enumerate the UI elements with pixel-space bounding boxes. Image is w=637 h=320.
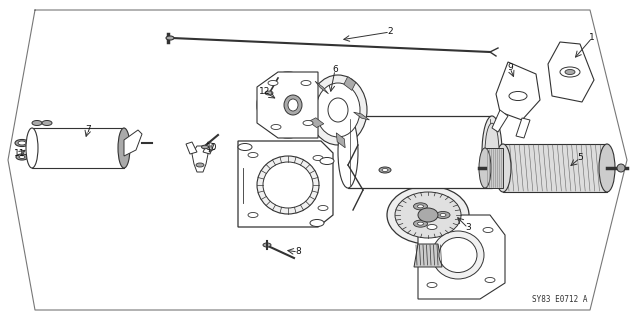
Ellipse shape — [257, 156, 319, 214]
Circle shape — [248, 153, 258, 157]
Polygon shape — [354, 112, 369, 120]
Polygon shape — [186, 142, 197, 154]
Polygon shape — [516, 118, 530, 138]
Polygon shape — [257, 72, 318, 138]
Ellipse shape — [338, 116, 358, 188]
Circle shape — [379, 167, 391, 173]
Ellipse shape — [118, 128, 130, 168]
Text: 9: 9 — [507, 63, 513, 73]
Polygon shape — [315, 81, 329, 94]
Circle shape — [248, 212, 258, 218]
Ellipse shape — [418, 208, 438, 222]
Polygon shape — [503, 144, 607, 192]
Ellipse shape — [482, 116, 502, 188]
Circle shape — [263, 243, 271, 247]
Circle shape — [440, 213, 446, 217]
Polygon shape — [492, 110, 508, 132]
Circle shape — [196, 163, 204, 167]
Ellipse shape — [617, 164, 625, 172]
Circle shape — [19, 156, 25, 158]
Ellipse shape — [387, 186, 469, 244]
Circle shape — [413, 203, 427, 210]
Text: 12: 12 — [259, 87, 271, 97]
Polygon shape — [414, 244, 442, 267]
Circle shape — [483, 228, 493, 233]
Ellipse shape — [479, 148, 491, 188]
Ellipse shape — [439, 237, 477, 273]
Circle shape — [271, 124, 281, 130]
Ellipse shape — [328, 98, 348, 122]
Polygon shape — [203, 142, 214, 154]
Text: 2: 2 — [387, 28, 393, 36]
Ellipse shape — [495, 144, 511, 192]
Text: SY83 E0712 A: SY83 E0712 A — [533, 295, 588, 305]
Circle shape — [417, 222, 424, 225]
Text: 3: 3 — [465, 223, 471, 233]
Circle shape — [560, 67, 580, 77]
Ellipse shape — [263, 162, 313, 208]
Polygon shape — [124, 130, 142, 156]
Text: 7: 7 — [85, 125, 91, 134]
Circle shape — [268, 81, 278, 85]
Polygon shape — [344, 76, 356, 90]
Ellipse shape — [432, 231, 484, 279]
Ellipse shape — [599, 144, 615, 192]
Ellipse shape — [316, 83, 360, 137]
Polygon shape — [348, 116, 492, 188]
Circle shape — [301, 81, 311, 85]
Text: 8: 8 — [295, 247, 301, 257]
Text: 10: 10 — [206, 143, 218, 153]
Text: 6: 6 — [332, 66, 338, 75]
Circle shape — [265, 91, 273, 95]
Ellipse shape — [284, 95, 302, 115]
Circle shape — [382, 169, 388, 172]
Circle shape — [485, 277, 495, 283]
Circle shape — [509, 92, 527, 100]
Circle shape — [565, 69, 575, 75]
Circle shape — [201, 145, 208, 149]
Circle shape — [18, 141, 26, 145]
Polygon shape — [485, 148, 503, 188]
Polygon shape — [192, 146, 208, 172]
Circle shape — [166, 36, 174, 40]
Circle shape — [320, 157, 334, 164]
Circle shape — [310, 220, 324, 227]
Circle shape — [238, 143, 252, 150]
Polygon shape — [308, 118, 324, 128]
Ellipse shape — [26, 128, 38, 168]
Circle shape — [413, 220, 427, 227]
Ellipse shape — [257, 72, 319, 138]
Polygon shape — [238, 141, 333, 227]
Circle shape — [318, 205, 328, 211]
Circle shape — [32, 121, 42, 125]
Text: 11: 11 — [14, 149, 25, 158]
Circle shape — [313, 156, 323, 161]
Text: 1: 1 — [589, 34, 595, 43]
Text: 5: 5 — [577, 154, 583, 163]
Ellipse shape — [309, 75, 367, 145]
Ellipse shape — [485, 123, 499, 181]
Circle shape — [303, 121, 313, 125]
Circle shape — [427, 283, 437, 287]
Ellipse shape — [395, 192, 461, 238]
Circle shape — [427, 225, 437, 229]
Circle shape — [16, 154, 28, 160]
Circle shape — [417, 205, 424, 208]
Polygon shape — [418, 215, 505, 299]
Polygon shape — [32, 128, 124, 168]
Circle shape — [42, 121, 52, 125]
Circle shape — [15, 140, 29, 147]
Polygon shape — [496, 62, 540, 120]
Polygon shape — [548, 42, 594, 102]
Polygon shape — [336, 133, 345, 148]
Circle shape — [436, 212, 450, 219]
Ellipse shape — [288, 99, 298, 111]
